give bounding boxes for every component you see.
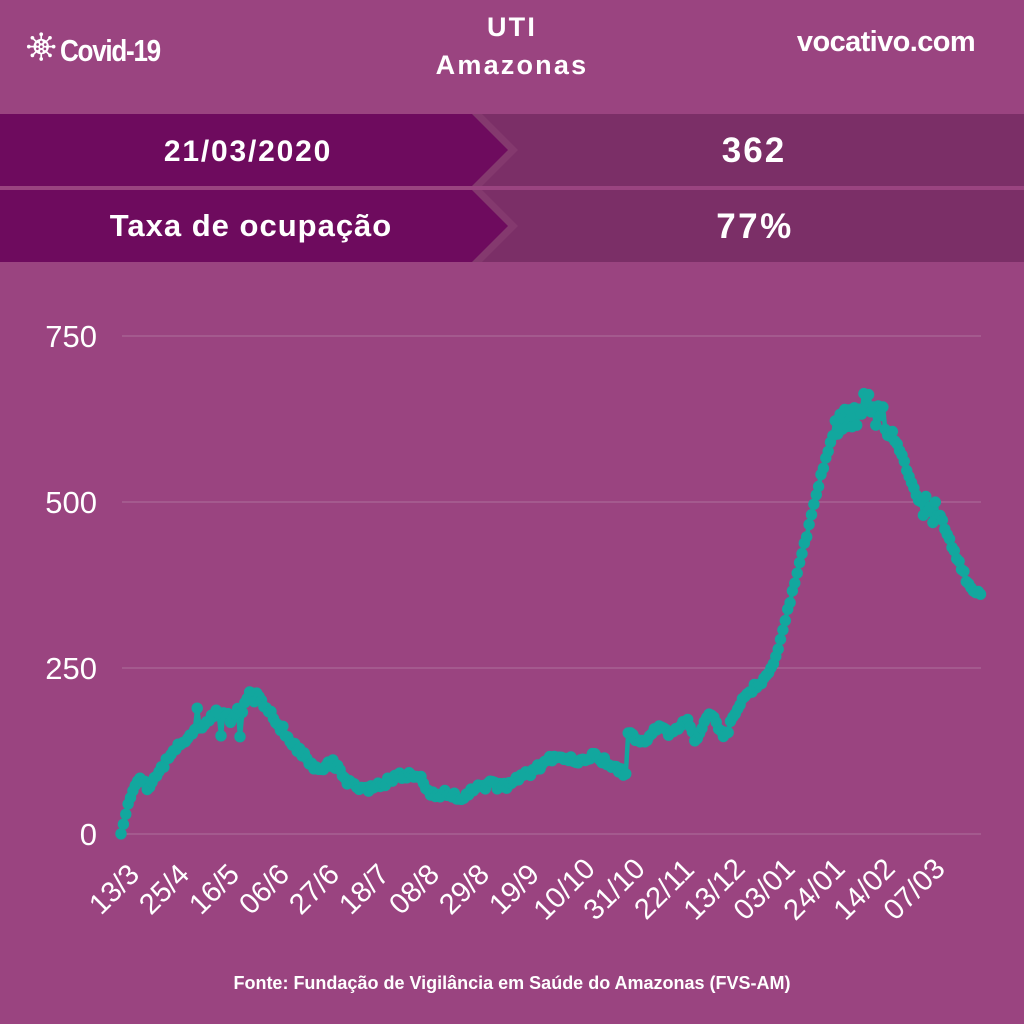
svg-text:750: 750 xyxy=(45,319,97,354)
svg-text:27/6: 27/6 xyxy=(283,858,346,921)
svg-text:0: 0 xyxy=(80,817,97,852)
svg-text:250: 250 xyxy=(45,651,97,686)
svg-text:08/8: 08/8 xyxy=(383,858,446,921)
svg-text:16/5: 16/5 xyxy=(183,858,246,921)
svg-text:06/6: 06/6 xyxy=(233,858,296,921)
svg-text:500: 500 xyxy=(45,485,97,520)
svg-text:25/4: 25/4 xyxy=(133,858,196,921)
svg-text:29/8: 29/8 xyxy=(433,858,496,921)
svg-text:13/3: 13/3 xyxy=(83,858,146,921)
svg-text:18/7: 18/7 xyxy=(333,858,396,921)
